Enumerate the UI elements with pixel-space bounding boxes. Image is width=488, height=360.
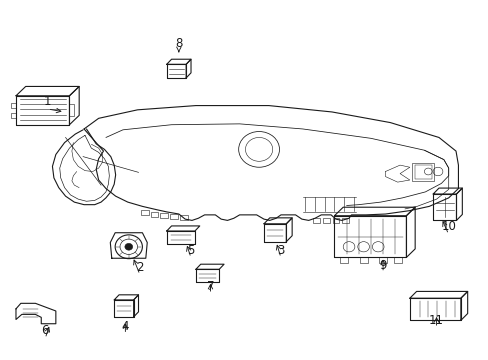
Bar xyxy=(11,113,16,118)
Bar xyxy=(342,218,348,222)
Bar xyxy=(141,210,148,215)
Bar xyxy=(160,213,168,218)
Text: 5: 5 xyxy=(187,244,194,257)
Text: 2: 2 xyxy=(136,261,143,274)
Text: 6: 6 xyxy=(41,324,49,337)
Text: 9: 9 xyxy=(379,258,386,271)
Bar xyxy=(411,163,433,181)
Bar xyxy=(332,218,339,222)
Bar xyxy=(378,257,386,264)
Bar xyxy=(414,165,431,179)
Bar xyxy=(340,257,347,264)
Bar xyxy=(180,215,187,220)
Circle shape xyxy=(124,243,132,250)
Text: 10: 10 xyxy=(440,220,455,233)
Bar xyxy=(11,103,16,108)
Text: 1: 1 xyxy=(44,95,51,108)
Text: 11: 11 xyxy=(428,314,443,327)
Text: 7: 7 xyxy=(206,280,214,293)
Bar xyxy=(150,212,158,217)
Bar xyxy=(312,218,319,222)
Text: 8: 8 xyxy=(175,37,182,50)
Bar xyxy=(322,218,329,222)
Bar xyxy=(393,257,401,264)
Text: 4: 4 xyxy=(122,320,129,333)
Text: 3: 3 xyxy=(277,244,284,257)
Bar xyxy=(359,257,367,264)
Bar xyxy=(69,104,74,116)
Bar xyxy=(170,214,178,219)
